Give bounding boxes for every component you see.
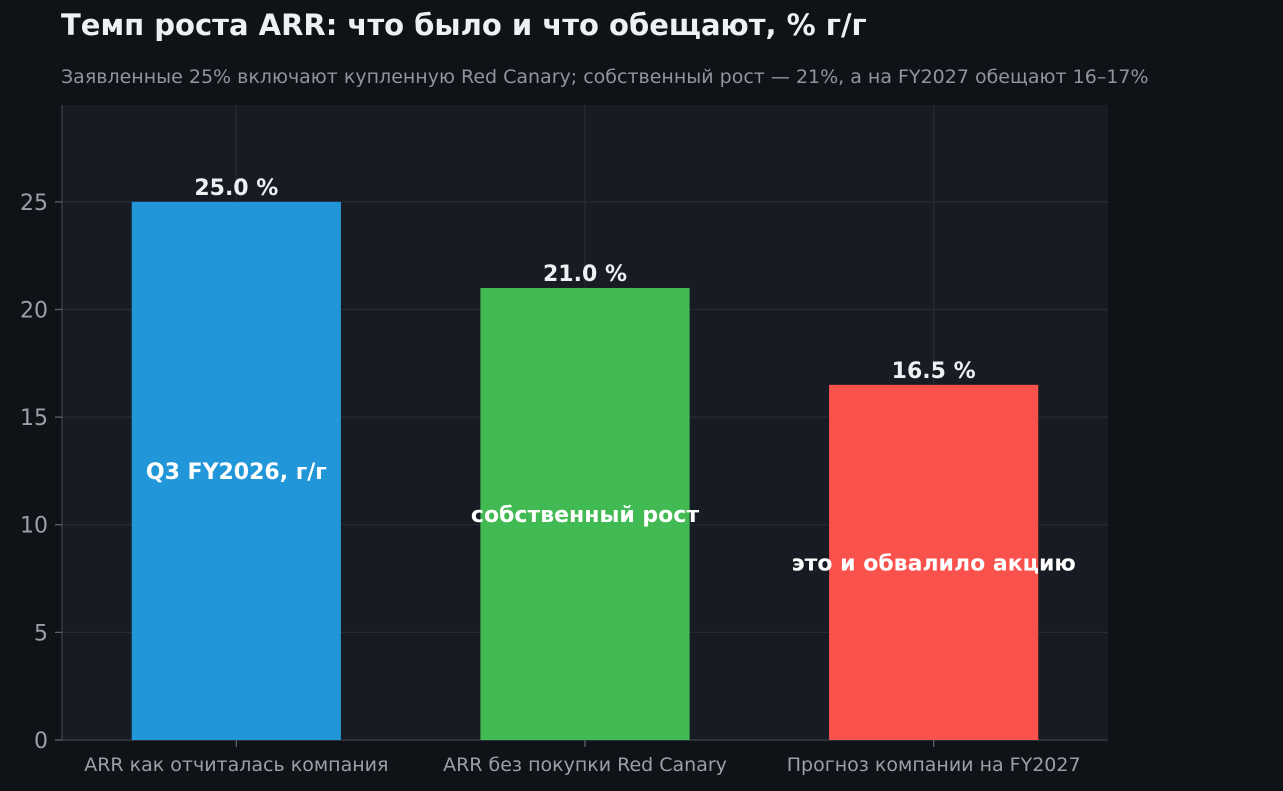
category-label: Прогноз компании на FY2027 [787, 754, 1081, 776]
bar-inner-label: это и обвалило акцию [792, 551, 1076, 576]
bar-inner-label: собственный рост [471, 503, 699, 528]
category-label: ARR без покупки Red Canary [443, 754, 727, 776]
labels: ARR как отчиталась компания 25.0 % Q3 FY20… [84, 176, 1080, 776]
value-label: 16.5 % [892, 359, 976, 384]
y-tick-label: 25 [20, 191, 48, 216]
bar-1 [131, 201, 341, 741]
bar-inner-label: Q3 FY2026, г/г [146, 460, 327, 485]
bars [131, 201, 1039, 741]
value-label: 21.0 % [543, 262, 627, 287]
y-tick-label: 0 [34, 729, 48, 754]
y-tick-label: 5 [34, 621, 48, 646]
bar-2 [480, 287, 690, 740]
value-label: 25.0 % [194, 176, 278, 201]
bar-3 [829, 384, 1039, 740]
y-tick-label: 10 [20, 514, 48, 539]
chart-subtitle: Заявленные 25% включают купленную Red Ca… [61, 66, 1149, 88]
y-tick-label: 15 [20, 406, 48, 431]
y-tick-label: 20 [20, 298, 48, 323]
category-label: ARR как отчиталась компания [84, 754, 388, 776]
chart-title: Темп роста ARR: что было и что обещают, … [61, 8, 867, 42]
